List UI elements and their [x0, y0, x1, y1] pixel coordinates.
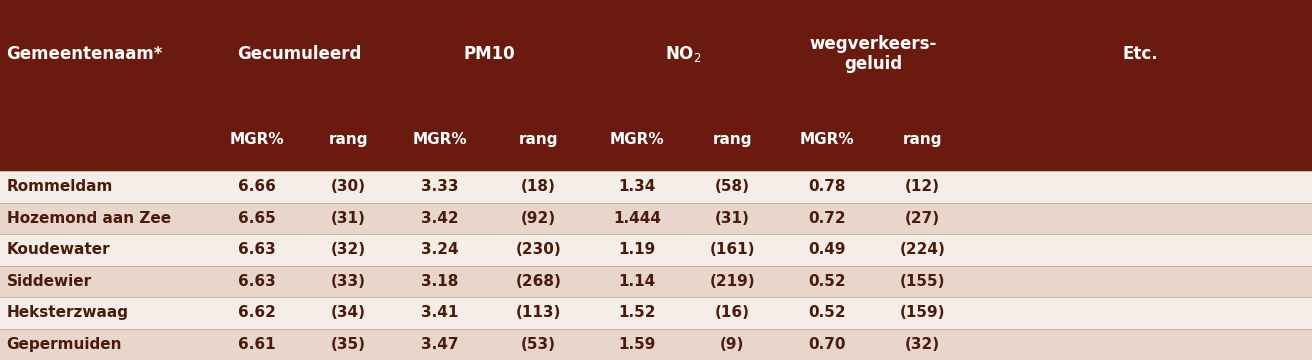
Text: (33): (33) [331, 274, 366, 289]
Bar [0, 328, 1312, 360]
Text: (9): (9) [720, 337, 744, 352]
Text: (32): (32) [331, 242, 366, 257]
Text: 3.42: 3.42 [421, 211, 459, 226]
Text: (16): (16) [715, 305, 749, 320]
Text: (219): (219) [710, 274, 754, 289]
Text: MGR%: MGR% [413, 132, 467, 147]
Text: 3.41: 3.41 [421, 305, 459, 320]
Text: (113): (113) [516, 305, 562, 320]
Text: 3.18: 3.18 [421, 274, 459, 289]
Text: 1.14: 1.14 [618, 274, 656, 289]
Text: 3.24: 3.24 [421, 242, 459, 257]
Text: 1.59: 1.59 [618, 337, 656, 352]
Text: 0.70: 0.70 [808, 337, 846, 352]
Text: 6.61: 6.61 [237, 337, 276, 352]
Bar [0, 203, 1312, 234]
Text: 6.62: 6.62 [237, 305, 276, 320]
Text: rang: rang [903, 132, 942, 147]
Bar [0, 0, 1312, 108]
Text: MGR%: MGR% [800, 132, 854, 147]
Text: wegverkeers-
geluid: wegverkeers- geluid [810, 35, 937, 73]
Text: (58): (58) [715, 179, 749, 194]
Text: 0.52: 0.52 [808, 305, 846, 320]
Text: (30): (30) [331, 179, 366, 194]
Text: 0.72: 0.72 [808, 211, 846, 226]
Text: (161): (161) [710, 242, 754, 257]
Text: MGR%: MGR% [610, 132, 664, 147]
Text: (31): (31) [715, 211, 749, 226]
Text: 1.52: 1.52 [618, 305, 656, 320]
Text: Gecumuleerd: Gecumuleerd [237, 45, 361, 63]
Bar [0, 234, 1312, 266]
Text: Hozemond aan Zee: Hozemond aan Zee [7, 211, 171, 226]
Text: (18): (18) [521, 179, 556, 194]
Text: (268): (268) [516, 274, 562, 289]
Text: (224): (224) [900, 242, 945, 257]
Text: (53): (53) [521, 337, 556, 352]
Text: 6.65: 6.65 [237, 211, 276, 226]
Text: NO$_2$: NO$_2$ [665, 44, 701, 64]
Text: MGR%: MGR% [230, 132, 283, 147]
Text: Koudewater: Koudewater [7, 242, 110, 257]
Text: (92): (92) [521, 211, 556, 226]
Text: (27): (27) [905, 211, 939, 226]
Text: (159): (159) [900, 305, 945, 320]
Text: 1.34: 1.34 [618, 179, 656, 194]
Text: Rommeldam: Rommeldam [7, 179, 113, 194]
Text: (32): (32) [905, 337, 939, 352]
Text: (31): (31) [331, 211, 366, 226]
Text: 1.444: 1.444 [613, 211, 661, 226]
Text: (35): (35) [331, 337, 366, 352]
Text: rang: rang [328, 132, 369, 147]
Text: 0.78: 0.78 [808, 179, 846, 194]
Text: (230): (230) [516, 242, 562, 257]
Text: 6.66: 6.66 [237, 179, 276, 194]
Text: 0.52: 0.52 [808, 274, 846, 289]
Text: Heksterzwaag: Heksterzwaag [7, 305, 129, 320]
Text: Siddewier: Siddewier [7, 274, 92, 289]
Text: 3.47: 3.47 [421, 337, 459, 352]
Text: 3.33: 3.33 [421, 179, 459, 194]
Bar [0, 108, 1312, 171]
Text: PM10: PM10 [463, 45, 516, 63]
Text: Gemeentenaam*: Gemeentenaam* [7, 45, 163, 63]
Text: (34): (34) [331, 305, 366, 320]
Text: (12): (12) [905, 179, 939, 194]
Text: 6.63: 6.63 [237, 242, 276, 257]
Text: Gepermuiden: Gepermuiden [7, 337, 122, 352]
Text: 0.49: 0.49 [808, 242, 846, 257]
Text: rang: rang [518, 132, 559, 147]
Text: (155): (155) [900, 274, 945, 289]
Bar [0, 297, 1312, 328]
Bar [0, 266, 1312, 297]
Text: 6.63: 6.63 [237, 274, 276, 289]
Text: rang: rang [712, 132, 752, 147]
Text: Etc.: Etc. [1122, 45, 1158, 63]
Text: 1.19: 1.19 [618, 242, 656, 257]
Bar [0, 171, 1312, 203]
